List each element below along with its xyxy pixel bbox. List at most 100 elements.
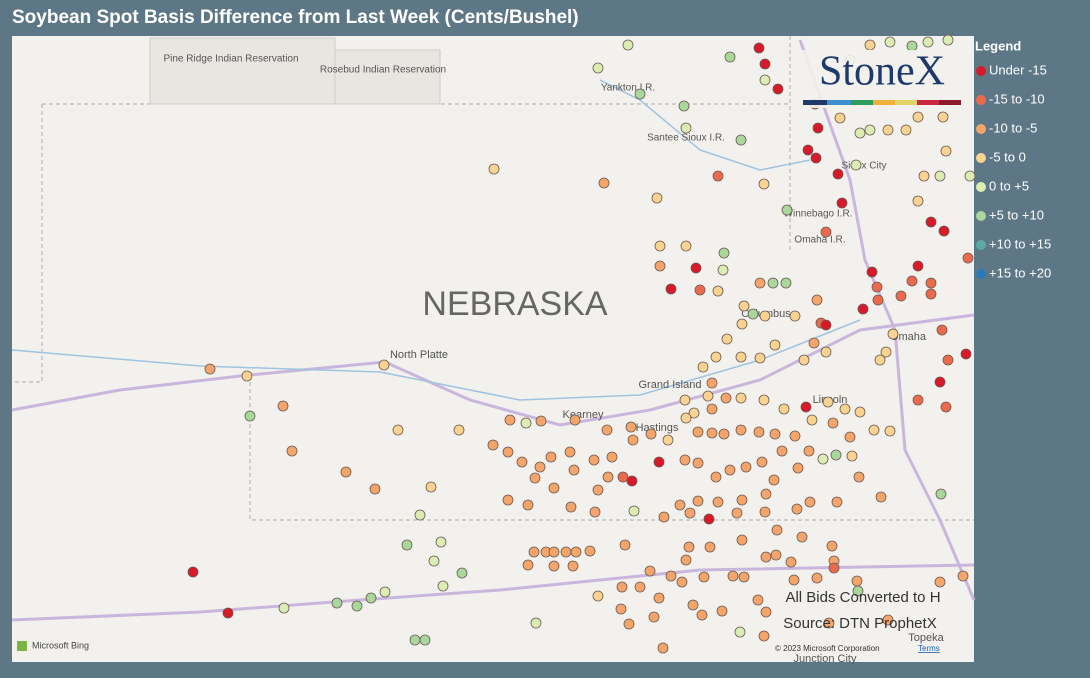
bid-dot: [871, 281, 883, 293]
bid-dot: [683, 541, 695, 553]
bid-dot: [778, 403, 790, 415]
terms-link[interactable]: Terms: [918, 644, 940, 653]
bid-dot: [717, 264, 729, 276]
bid-dot: [811, 572, 823, 584]
legend-swatch: [976, 124, 986, 134]
bid-dot: [724, 51, 736, 63]
bid-dot: [936, 324, 948, 336]
bid-dot: [735, 351, 747, 363]
bid-dot: [644, 565, 656, 577]
bid-dot: [872, 294, 884, 306]
legend-swatch: [976, 95, 986, 105]
bid-dot: [820, 319, 832, 331]
bid-dot: [569, 414, 581, 426]
bid-dot: [584, 545, 596, 557]
bid-dot: [522, 559, 534, 571]
bid-dot: [770, 549, 782, 561]
bid-dot: [850, 159, 862, 171]
bid-dot: [653, 456, 665, 468]
bid-dot: [796, 531, 808, 543]
bid-dot: [379, 586, 391, 598]
legend-label: +5 to +10: [989, 207, 1044, 222]
bid-dot: [718, 247, 730, 259]
place-label: Kearney: [563, 409, 604, 421]
bid-dot: [772, 83, 784, 95]
bid-dot: [806, 414, 818, 426]
legend-label: 0 to +5: [989, 178, 1029, 193]
bid-dot: [934, 576, 946, 588]
bid-dot: [488, 163, 500, 175]
bid-dot: [241, 370, 253, 382]
bid-dot: [817, 453, 829, 465]
bid-dot: [828, 562, 840, 574]
bid-dot: [712, 285, 724, 297]
bid-dot: [826, 540, 838, 552]
bid-dot: [378, 359, 390, 371]
bid-dot: [548, 560, 560, 572]
bid-dot: [690, 262, 702, 274]
bid-dot: [768, 474, 780, 486]
legend-swatch: [976, 211, 986, 221]
bid-dot: [736, 494, 748, 506]
bid-dot: [706, 377, 718, 389]
legend-label: +15 to +20: [989, 265, 1051, 280]
bid-dot: [760, 488, 772, 500]
bid-dot: [789, 430, 801, 442]
bid-dot: [760, 551, 772, 563]
bid-dot: [834, 112, 846, 124]
bid-dot: [866, 266, 878, 278]
bid-dot: [827, 417, 839, 429]
bid-dot: [756, 456, 768, 468]
bid-dot: [853, 471, 865, 483]
ms-icon: [17, 641, 27, 651]
bid-dot: [568, 464, 580, 476]
bid-dot: [753, 426, 765, 438]
note: Source: DTN ProphetX: [783, 615, 936, 632]
bid-dot: [912, 260, 924, 272]
bid-dot: [428, 555, 440, 567]
bid-dot: [940, 401, 952, 413]
bid-dot: [942, 354, 954, 366]
bid-dot: [684, 507, 696, 519]
bid-dot: [409, 634, 421, 646]
bid-dot: [692, 426, 704, 438]
bid-dot: [654, 260, 666, 272]
bid-dot: [634, 88, 646, 100]
bid-dot: [516, 456, 528, 468]
bid-dot: [522, 499, 534, 511]
legend-swatch: [976, 240, 986, 250]
bid-dot: [851, 575, 863, 587]
bid-dot: [736, 534, 748, 546]
bid-dot: [754, 277, 766, 289]
bid-dot: [222, 607, 234, 619]
bid-dot: [487, 439, 499, 451]
legend-swatch: [976, 269, 986, 279]
bid-dot: [820, 346, 832, 358]
bid-dot: [758, 630, 770, 642]
bid-dot: [187, 566, 199, 578]
map-area: [12, 36, 974, 662]
state-label: NEBRASKA: [422, 285, 607, 323]
bid-dot: [810, 152, 822, 164]
bid-dot: [545, 451, 557, 463]
place-label: Junction City: [794, 653, 857, 665]
bid-dot: [962, 252, 974, 264]
bid-dot: [960, 348, 972, 360]
bid-dot: [651, 192, 663, 204]
bid-dot: [854, 406, 866, 418]
bid-dot: [278, 602, 290, 614]
bid-dot: [606, 451, 618, 463]
bid-dot: [808, 337, 820, 349]
bid-dot: [589, 506, 601, 518]
bid-dot: [548, 482, 560, 494]
place-label: Sioux City: [841, 161, 886, 172]
bid-dot: [718, 428, 730, 440]
bid-dot: [676, 576, 688, 588]
bid-dot: [425, 481, 437, 493]
place-label: Yankton I.R.: [601, 83, 655, 94]
bid-dot: [864, 124, 876, 136]
bid-dot: [800, 401, 812, 413]
legend-label: -5 to 0: [989, 149, 1026, 164]
bid-dot: [836, 197, 848, 209]
bid-dot: [854, 127, 866, 139]
